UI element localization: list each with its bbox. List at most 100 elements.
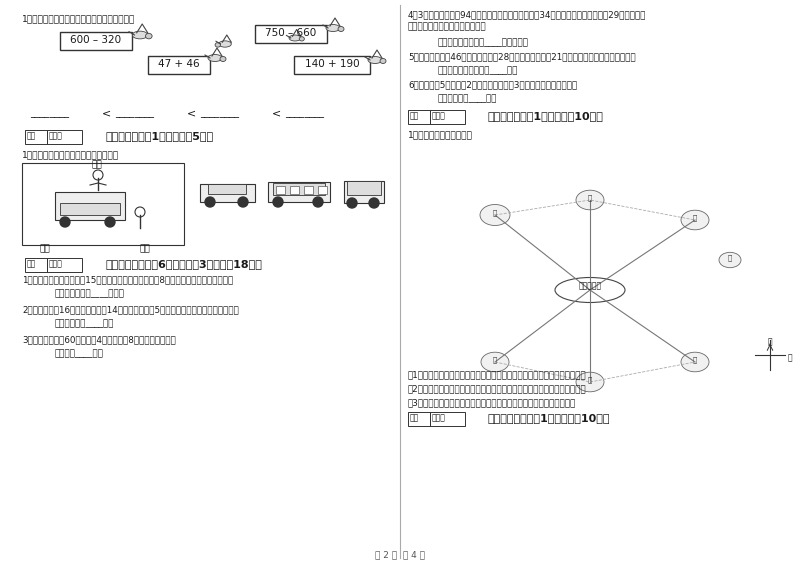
Text: 小红: 小红: [92, 160, 102, 169]
Text: 得分: 得分: [410, 414, 419, 423]
Ellipse shape: [480, 205, 510, 225]
Text: 猴: 猴: [728, 255, 732, 261]
Bar: [148, 56, 210, 74]
Text: 第 2 页  共 4 页: 第 2 页 共 4 页: [375, 550, 425, 559]
Text: <: <: [102, 108, 111, 118]
Text: 鸟: 鸟: [693, 215, 697, 221]
Text: 答：还剩____辆。: 答：还剩____辆。: [55, 349, 104, 358]
Text: <: <: [187, 108, 196, 118]
Text: 4．3个组一共收集了94个易拉罐，其中第一组收集了34个易拉罐，第二组收集了29个易拉罐，: 4．3个组一共收集了94个易拉罐，其中第一组收集了34个易拉罐，第二组收集了29…: [408, 10, 646, 19]
Circle shape: [60, 217, 70, 227]
Ellipse shape: [681, 210, 709, 230]
Bar: [255, 25, 327, 43]
Ellipse shape: [146, 33, 152, 39]
Circle shape: [347, 198, 357, 208]
Text: 评卷人: 评卷人: [49, 132, 63, 141]
Text: 1．请你连一连，下面分别是谁看到的？: 1．请你连一连，下面分别是谁看到的？: [22, 150, 119, 159]
Bar: [200, 184, 255, 202]
Text: 东: 东: [788, 353, 793, 362]
Bar: [268, 182, 330, 202]
Text: 十、综合题（共1大题，共计10分）: 十、综合题（共1大题，共计10分）: [488, 111, 604, 121]
Text: ________: ________: [285, 108, 324, 118]
Text: 评卷人: 评卷人: [49, 259, 63, 268]
Text: 狗: 狗: [493, 357, 497, 363]
Circle shape: [205, 197, 215, 207]
Bar: [430, 110, 465, 124]
Text: 47 + 46: 47 + 46: [158, 59, 200, 69]
Text: 6．商店卖出5包白糖和2包红糖，平均每包3元钱，一共卖了多少钱？: 6．商店卖出5包白糖和2包红糖，平均每包3元钱，一共卖了多少钱？: [408, 80, 578, 89]
Ellipse shape: [215, 42, 221, 47]
Text: <: <: [272, 108, 282, 118]
Text: 小明: 小明: [140, 244, 150, 253]
Text: 1．上手工课，一班节约了15张纸，二班比一班多节约了8张纸，二班节约了多少张纸？: 1．上手工课，一班节约了15张纸，二班比一班多节约了8张纸，二班节约了多少张纸？: [22, 275, 234, 284]
Bar: [55, 192, 125, 220]
Ellipse shape: [299, 37, 304, 41]
Circle shape: [105, 217, 115, 227]
Text: （1）小猫住在森林俱乐部的（　　）面，小鸡住在森林俱乐部的（　　）面: （1）小猫住在森林俱乐部的（ ）面，小鸡住在森林俱乐部的（ ）面: [408, 370, 586, 379]
Bar: [25, 258, 47, 272]
Text: 答：水果店现在有水果____筐。: 答：水果店现在有水果____筐。: [438, 66, 518, 75]
Bar: [47, 258, 82, 272]
Ellipse shape: [555, 277, 625, 302]
Ellipse shape: [132, 31, 148, 39]
Ellipse shape: [719, 253, 741, 268]
Text: ________: ________: [30, 108, 69, 118]
Bar: [276, 186, 285, 194]
Text: 那第三小组收集了多少个易拉罐？: 那第三小组收集了多少个易拉罐？: [408, 22, 486, 31]
Bar: [22, 163, 184, 245]
Text: 1．把下列算式按得数大小，从小到大排一行。: 1．把下列算式按得数大小，从小到大排一行。: [22, 14, 135, 23]
Bar: [304, 186, 313, 194]
Text: 评卷人: 评卷人: [432, 111, 446, 120]
Text: 森林俱乐部: 森林俱乐部: [578, 281, 602, 290]
Bar: [25, 130, 47, 144]
Bar: [290, 186, 299, 194]
Bar: [344, 181, 384, 203]
Text: 北: 北: [768, 337, 772, 346]
Text: 得分: 得分: [27, 259, 36, 268]
Text: （3）猴子家在森林俱乐部的（　　）面，小狗家在狮子家的（　　）面: （3）猴子家在森林俱乐部的（ ）面，小狗家在狮子家的（ ）面: [408, 398, 576, 407]
Circle shape: [313, 197, 323, 207]
Text: 狮: 狮: [493, 210, 497, 216]
Ellipse shape: [681, 352, 709, 372]
Ellipse shape: [208, 54, 222, 62]
Bar: [294, 56, 370, 74]
Bar: [347, 181, 381, 195]
Bar: [318, 186, 327, 194]
Bar: [430, 412, 465, 426]
Text: 答：一共卖了____元。: 答：一共卖了____元。: [438, 94, 498, 103]
Bar: [273, 183, 325, 195]
Ellipse shape: [380, 59, 386, 63]
Text: 600 – 320: 600 – 320: [70, 35, 122, 45]
Ellipse shape: [338, 27, 344, 32]
Text: 答：第三小组收集了____个易拉罐。: 答：第三小组收集了____个易拉罐。: [438, 38, 529, 47]
Text: 1．仔细观察，辨别方向。: 1．仔细观察，辨别方向。: [408, 130, 473, 139]
Text: ________: ________: [115, 108, 154, 118]
Bar: [47, 130, 82, 144]
Text: 3．商店有自行车60辆，卖了4天，每天卖8辆，还剩多少辆？: 3．商店有自行车60辆，卖了4天，每天卖8辆，还剩多少辆？: [22, 335, 176, 344]
Text: 750 – 660: 750 – 660: [266, 28, 317, 38]
Text: 得分: 得分: [410, 111, 419, 120]
Ellipse shape: [220, 56, 226, 62]
Text: 兔: 兔: [588, 377, 592, 383]
Circle shape: [238, 197, 248, 207]
Bar: [60, 32, 132, 50]
Text: 鹿: 鹿: [693, 357, 697, 363]
Text: 八、解决问题（共6小题，每题3分，共计18分）: 八、解决问题（共6小题，每题3分，共计18分）: [105, 259, 262, 269]
Ellipse shape: [481, 352, 509, 372]
Text: 得分: 得分: [27, 132, 36, 141]
Ellipse shape: [218, 41, 231, 47]
Bar: [60, 203, 120, 215]
Text: 七、连一连（共1大题，共计5分）: 七、连一连（共1大题，共计5分）: [105, 131, 213, 141]
Text: 评卷人: 评卷人: [432, 414, 446, 423]
Text: 2．操场上原有16个同学，又来了14个，这些同学每5个一组做游戏，可以分成多少组？: 2．操场上原有16个同学，又来了14个，这些同学每5个一组做游戏，可以分成多少组…: [22, 305, 239, 314]
Text: （2）小兔子家的东北面是（　　　），森林俱乐部的西北面是（　　　），: （2）小兔子家的东北面是（ ），森林俱乐部的西北面是（ ），: [408, 384, 586, 393]
Text: 十一、附加题（共1大题，共计10分）: 十一、附加题（共1大题，共计10分）: [488, 413, 610, 423]
Text: 答：可以分成____组。: 答：可以分成____组。: [55, 319, 114, 328]
Circle shape: [369, 198, 379, 208]
Text: 猫: 猫: [588, 195, 592, 201]
Text: 答：二班节约了____张纸。: 答：二班节约了____张纸。: [55, 289, 125, 298]
Ellipse shape: [576, 372, 604, 392]
Text: 5．水果店有水果46筐，上午卖出去28筐，下午又运进来21筐，水果店现在有水果多少筐？: 5．水果店有水果46筐，上午卖出去28筐，下午又运进来21筐，水果店现在有水果多…: [408, 52, 636, 61]
Ellipse shape: [289, 35, 301, 41]
Circle shape: [273, 197, 283, 207]
